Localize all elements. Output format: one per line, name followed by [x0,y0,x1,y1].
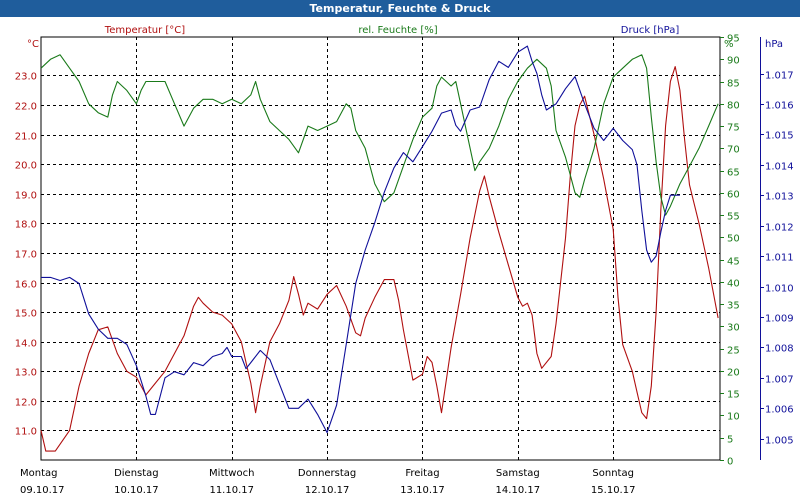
chart-title-bar: Temperatur, Feuchte & Druck [0,0,800,17]
pressure-tick-label: 1.015 [765,131,794,142]
humidity-tick-label: 40 [727,279,740,290]
humidity-tick-label: 55 [727,212,740,223]
temperature-series-line [40,66,719,452]
humidity-unit: % [724,39,734,50]
pressure-tick-label: 1.012 [765,223,794,234]
temperature-tick-label: 22.0 [15,102,37,113]
humidity-tick-label: 25 [727,346,740,357]
day-weekday-label: Donnerstag [298,468,356,479]
pressure-tick-label: 1.008 [765,344,794,355]
pressure-tick-label: 1.010 [765,284,794,295]
humidity-tick-label: 0 [727,457,733,468]
humidity-tick-label: 95 [727,34,740,45]
day-weekday-label: Mittwoch [209,468,254,479]
humidity-tick-label: 65 [727,168,740,179]
pressure-tick-label: 1.017 [765,71,794,82]
pressure-tick-label: 1.013 [765,192,794,203]
temperature-tick-label: 13.0 [15,368,37,379]
humidity-tick-label: 20 [727,368,740,379]
chart-title: Temperatur, Feuchte & Druck [309,2,491,15]
pressure-unit: hPa [765,39,783,50]
humidity-series-line [40,54,719,216]
humidity-tick-label: 80 [727,101,740,112]
temperature-tick-label: 21.0 [15,132,37,143]
day-date-label: 15.10.17 [591,485,636,496]
day-date-label: 12.10.17 [305,485,350,496]
temperature-tick-label: 15.0 [15,309,37,320]
pressure-axis-label: Druck [hPa] [621,25,680,36]
axes: 11.0 12.0 13.0 14.0 15.0 16.0 17.0 18.0 19.0 20.0… [15,34,794,497]
humidity-tick-label: 35 [727,301,740,312]
plot-border [40,36,721,461]
humidity-tick-label: 70 [727,145,740,156]
humidity-tick-label: 15 [727,390,740,401]
day-weekday-label: Freitag [405,468,439,479]
humidity-tick-label: 45 [727,257,740,268]
pressure-tick-label: 1.016 [765,101,794,112]
temperature-tick-label: 18.0 [15,220,37,231]
temperature-tick-label: 12.0 [15,398,37,409]
temperature-tick-label: 23.0 [15,72,37,83]
temperature-tick-label: 17.0 [15,250,37,261]
temperature-tick-label: 11.0 [15,427,37,438]
temperature-tick-label: 14.0 [15,339,37,350]
humidity-tick-label: 30 [727,323,740,334]
day-date-label: 13.10.17 [400,485,445,496]
series-layer [40,45,719,452]
day-date-label: 11.10.17 [209,485,254,496]
humidity-tick-label: 50 [727,234,740,245]
humidity-tick-label: 75 [727,123,740,134]
humidity-tick-label: 5 [727,435,733,446]
axis-labels: Temperatur [°C] rel. Feuchte [%] Druck [… [27,25,783,50]
pressure-tick-label: 1.007 [765,375,794,386]
pressure-tick-label: 1.011 [765,253,794,264]
pressure-tick-label: 1.014 [765,162,794,173]
pressure-tick-label: 1.009 [765,314,794,325]
humidity-tick-label: 85 [727,79,740,90]
humidity-tick-label: 90 [727,56,740,67]
temperature-axis-label: Temperatur [°C] [104,25,185,36]
day-weekday-label: Sonntag [592,468,634,479]
temperature-unit: °C [27,39,39,50]
temperature-tick-label: 16.0 [15,280,37,291]
pressure-tick-label: 1.006 [765,405,794,416]
temperature-tick-label: 20.0 [15,161,37,172]
pressure-tick-label: 1.005 [765,436,794,447]
day-weekday-label: Dienstag [114,468,159,479]
day-date-label: 09.10.17 [20,485,65,496]
pressure-series-line [41,45,680,434]
day-date-label: 10.10.17 [114,485,159,496]
day-date-label: 14.10.17 [496,485,541,496]
temperature-tick-label: 19.0 [15,191,37,202]
humidity-tick-label: 60 [727,190,740,201]
grid [40,36,721,461]
day-weekday-label: Samstag [496,468,540,479]
humidity-tick-label: 10 [727,412,740,423]
humidity-axis-label: rel. Feuchte [%] [358,25,437,36]
day-weekday-label: Montag [20,468,57,479]
